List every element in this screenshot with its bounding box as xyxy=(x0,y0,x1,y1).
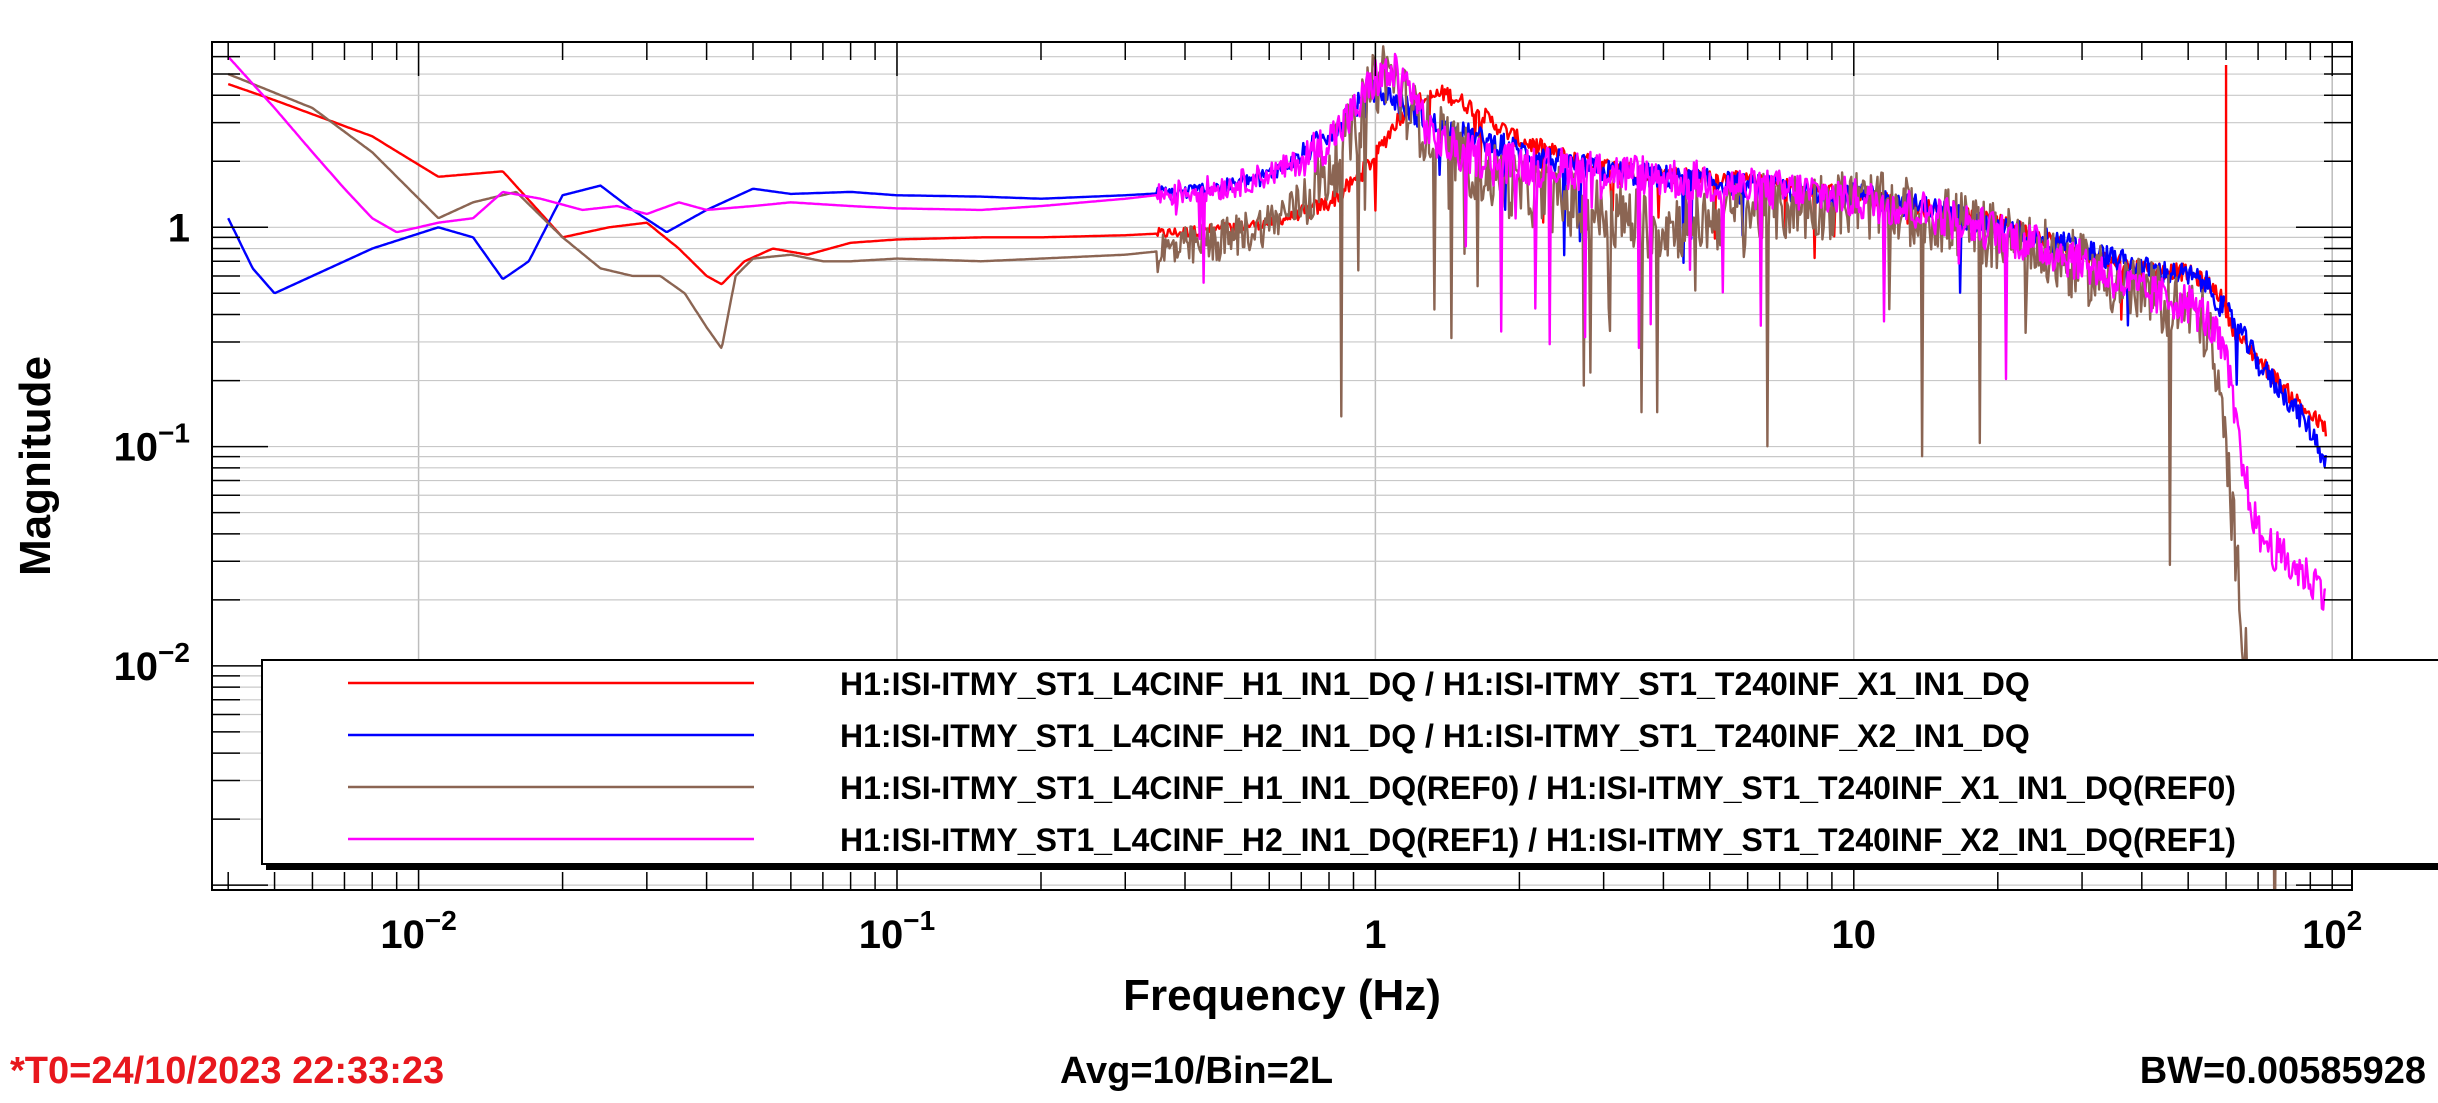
y-tick-label: 10−2 xyxy=(114,637,190,689)
series-line-2 xyxy=(227,45,2328,890)
series-line-3 xyxy=(227,52,2326,611)
x-tick-label: 102 xyxy=(2302,905,2362,957)
y-tick-label: 10−1 xyxy=(114,418,190,470)
x-tick-label: 1 xyxy=(1364,913,1386,957)
tick-labels: 10−2 10−1 1 10 102 1 10−1 10−2 xyxy=(114,206,2363,957)
bandwidth-info: BW=0.00585928 xyxy=(2139,1050,2426,1092)
t0-timestamp: *T0=24/10/2023 22:33:23 xyxy=(10,1050,445,1092)
y-axis-title: Magnitude xyxy=(11,356,60,576)
legend-label-3: H1:ISI-ITMY_ST1_L4CINF_H2_IN1_DQ(REF1) /… xyxy=(840,822,2236,858)
x-axis-title: Frequency (Hz) xyxy=(1123,971,1441,1020)
x-tick-label: 10−2 xyxy=(380,905,456,957)
legend-box xyxy=(261,659,2438,865)
y-tick-label: 1 xyxy=(168,206,190,250)
series-layer xyxy=(227,45,2328,890)
plot-frame xyxy=(211,41,2353,891)
legend-entries: H1:ISI-ITMY_ST1_L4CINF_H1_IN1_DQ / H1:IS… xyxy=(348,666,2236,858)
x-tick-label: 10−1 xyxy=(859,905,935,957)
legend-label-2: H1:ISI-ITMY_ST1_L4CINF_H1_IN1_DQ(REF0) /… xyxy=(840,770,2236,806)
legend-label-0: H1:ISI-ITMY_ST1_L4CINF_H1_IN1_DQ / H1:IS… xyxy=(840,666,2030,702)
legend: H1:ISI-ITMY_ST1_L4CINF_H1_IN1_DQ / H1:IS… xyxy=(261,659,2438,870)
legend-label-1: H1:ISI-ITMY_ST1_L4CINF_H2_IN1_DQ / H1:IS… xyxy=(840,718,2030,754)
x-tick-label: 10 xyxy=(1832,913,1877,957)
averaging-info: Avg=10/Bin=2L xyxy=(1060,1050,1334,1092)
